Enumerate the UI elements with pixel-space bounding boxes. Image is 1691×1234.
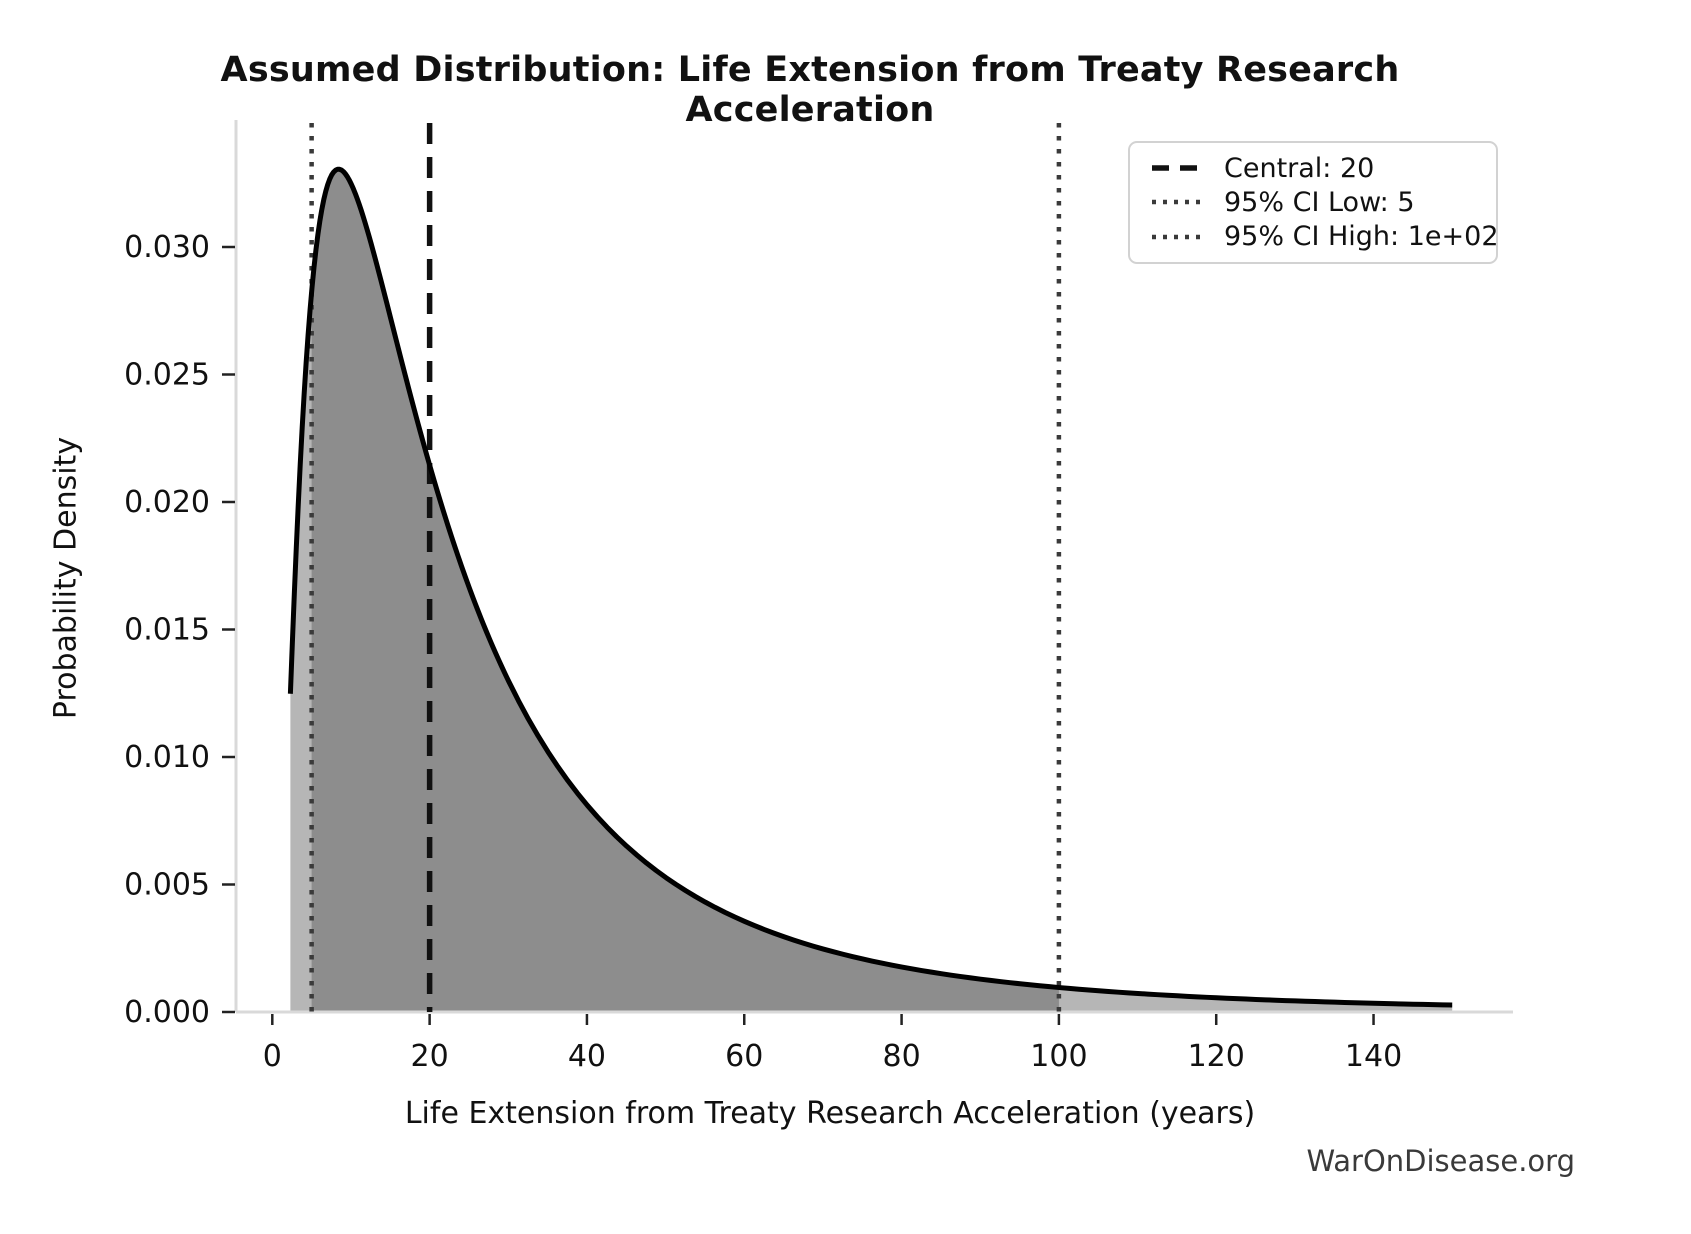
legend-label-ci-high: 95% CI High: 1e+02 bbox=[1224, 221, 1499, 253]
y-tick-label: 0.000 bbox=[124, 995, 210, 1030]
x-tick-label: 60 bbox=[725, 1039, 763, 1074]
dotted-line-icon bbox=[1152, 234, 1204, 240]
legend-item-ci-low: 95% CI Low: 5 bbox=[1150, 187, 1486, 218]
dashed-line-icon bbox=[1152, 165, 1204, 171]
y-tick-label: 0.025 bbox=[124, 358, 210, 393]
x-axis-label: Life Extension from Treaty Research Acce… bbox=[404, 1096, 1256, 1131]
chart-title: Assumed Distribution: Life Extension fro… bbox=[220, 50, 1400, 130]
x-tick-label: 20 bbox=[411, 1039, 449, 1074]
density-curve bbox=[287, 166, 1453, 1008]
x-tick-label: 80 bbox=[882, 1039, 920, 1074]
x-tick-label: 100 bbox=[1030, 1039, 1087, 1074]
y-axis-label: Probability Density bbox=[48, 436, 84, 720]
y-tick-label: 0.015 bbox=[124, 613, 210, 648]
legend: Central: 20 95% CI Low: 5 95% CI High: 1… bbox=[1128, 141, 1499, 264]
x-tick-label: 140 bbox=[1345, 1039, 1402, 1074]
y-tick-label: 0.010 bbox=[124, 740, 210, 775]
x-tick-label: 120 bbox=[1188, 1039, 1245, 1074]
dotted-line-icon bbox=[1152, 200, 1204, 205]
y-tick-label: 0.030 bbox=[124, 230, 210, 265]
legend-label-central: Central: 20 bbox=[1224, 152, 1375, 184]
watermark: WarOnDisease.org bbox=[1306, 1144, 1575, 1178]
ci-band-fill bbox=[311, 169, 1059, 1012]
legend-item-central: Central: 20 bbox=[1150, 153, 1486, 184]
y-tick-label: 0.020 bbox=[124, 485, 210, 520]
legend-item-ci-high: 95% CI High: 1e+02 bbox=[1150, 221, 1499, 252]
x-tick-label: 0 bbox=[263, 1039, 282, 1074]
y-tick-label: 0.005 bbox=[124, 868, 210, 903]
x-tick-label: 40 bbox=[568, 1039, 606, 1074]
legend-label-ci-low: 95% CI Low: 5 bbox=[1224, 186, 1415, 218]
